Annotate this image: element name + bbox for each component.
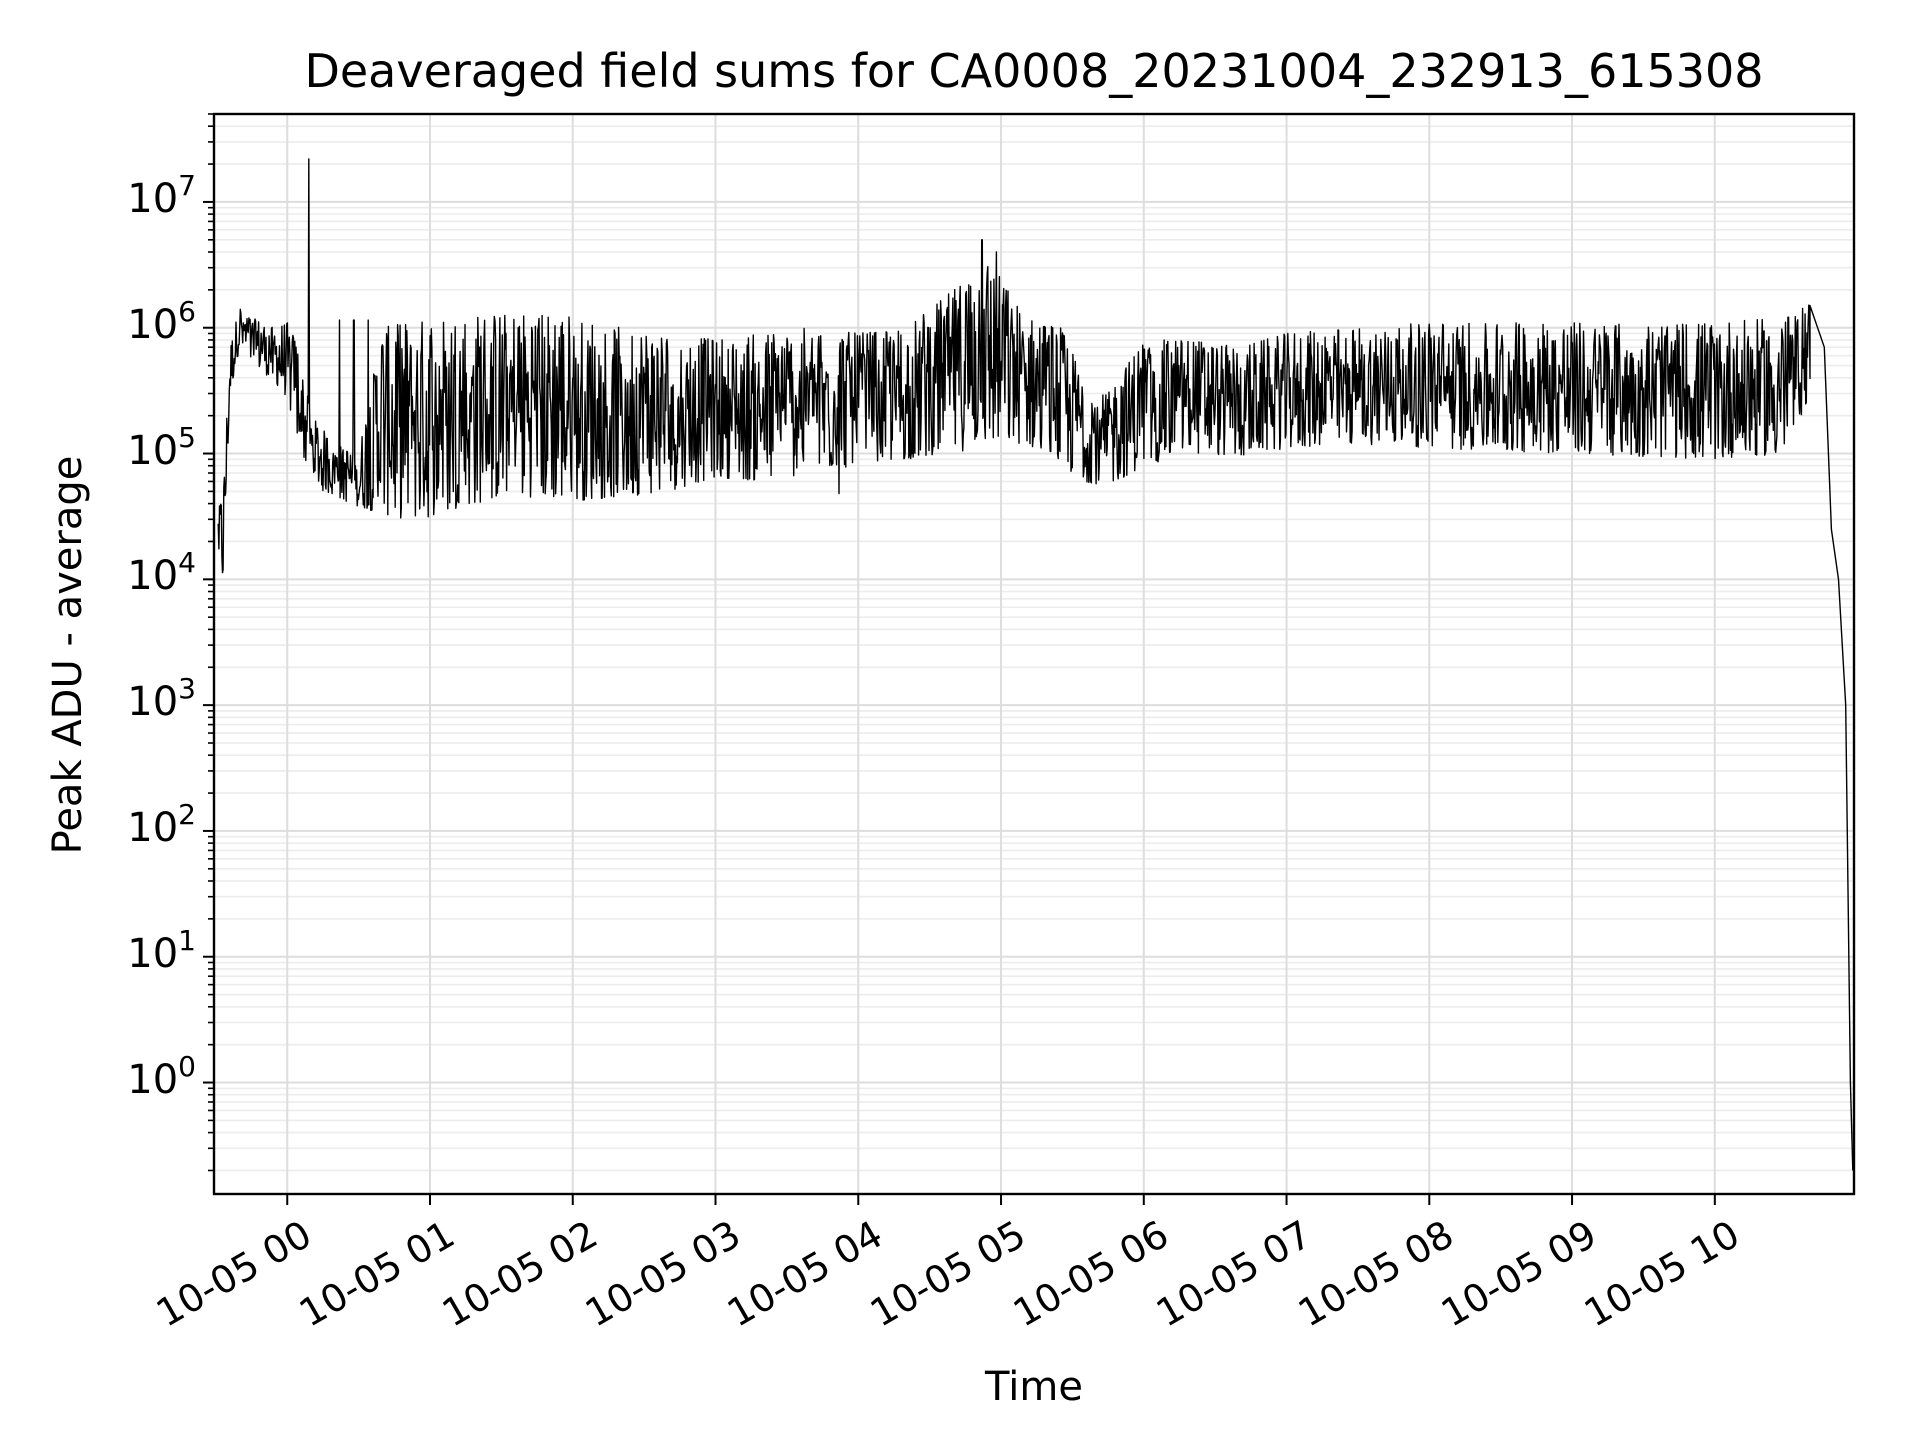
y-tick-label: 103 [127, 672, 196, 726]
x-axis-label: Time [985, 1364, 1083, 1410]
y-axis-label: Peak ADU - average [45, 455, 91, 855]
y-tick-label: 107 [127, 168, 196, 222]
chart-title: Deaveraged field sums for CA0008_2023100… [304, 44, 1764, 98]
plot-frame [212, 112, 1856, 1196]
y-tick-label: 104 [127, 546, 196, 600]
series-line [217, 158, 1854, 1171]
y-tick-label: 102 [127, 797, 196, 851]
y-tick-label: 101 [127, 923, 196, 977]
y-tick-label: 105 [127, 420, 196, 474]
y-tick-label: 100 [127, 1049, 196, 1103]
y-tick-label: 106 [127, 294, 196, 348]
